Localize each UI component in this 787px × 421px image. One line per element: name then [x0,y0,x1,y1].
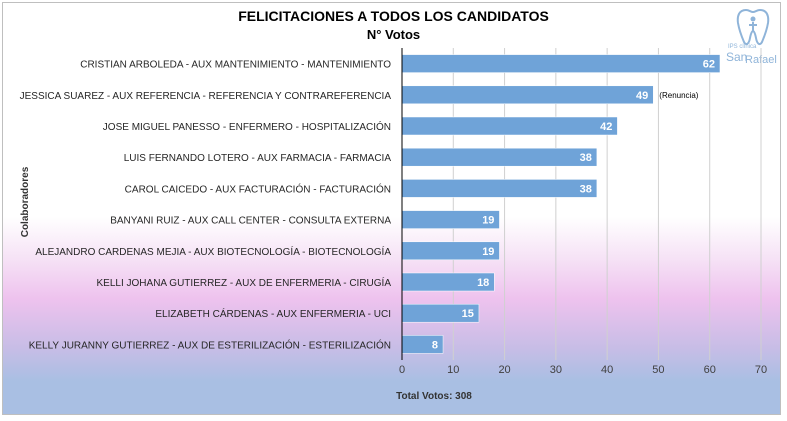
logo-line2: San [726,50,748,64]
data-label: 15 [462,308,474,320]
tooth-logo-icon [736,8,770,46]
data-label: 18 [477,277,489,289]
logo-line1: IPS clínica [728,44,757,50]
category-label: KELLY JURANNY GUTIERREZ - AUX DE ESTERIL… [29,338,391,351]
category-label: JESSICA SUAREZ - AUX REFERENCIA - REFERE… [20,91,392,102]
x-axis-label: Total Votos: 308 [396,391,472,402]
clinic-logo: IPS clínica San Rafael [724,4,782,66]
data-label: 49 [636,90,648,102]
data-label: 62 [703,59,715,71]
category-label: BANYANI RUIZ - AUX CALL CENTER - CONSULT… [110,216,391,227]
x-tick-label: 0 [399,364,405,376]
y-axis-label: Colaboradores [20,166,31,237]
x-tick-label: 40 [601,364,613,376]
category-label: CRISTIAN ARBOLEDA - AUX MANTENIMIENTO - … [80,60,391,71]
x-tick-label: 20 [498,364,510,376]
chart-title: FELICITACIONES A TODOS LOS CANDIDATOS [238,8,549,24]
category-label: CAROL CAICEDO - AUX FACTURACIÓN - FACTUR… [125,182,391,195]
data-label: 38 [580,152,592,164]
data-label: 8 [432,339,438,351]
bar [401,54,721,73]
x-tick-label: 30 [550,364,562,376]
bar [401,179,598,198]
data-label: 19 [482,215,494,227]
x-tick-label: 70 [755,364,767,376]
category-label: JOSE MIGUEL PANESSO - ENFERMERO - HOSPIT… [103,120,391,133]
data-label: 42 [600,121,612,133]
category-label: ALEJANDRO CARDENAS MEJIA - AUX BIOTECNOL… [35,245,391,258]
category-label: KELLI JOHANA GUTIERREZ - AUX DE ENFERMER… [97,276,392,289]
chart-subtitle: N° Votos [366,27,421,42]
x-tick-label: 60 [704,364,716,376]
data-label: 19 [482,246,494,258]
x-tick-label: 10 [447,364,459,376]
x-tick-label: 50 [652,364,664,376]
data-label: 38 [580,183,592,195]
bar [401,85,654,105]
bar-annotation: (Renuncia) [659,91,698,100]
category-label: LUIS FERNANDO LOTERO - AUX FARMACIA - FA… [124,153,392,164]
bar [401,147,598,167]
bar [401,116,618,136]
category-label: ELIZABETH CÁRDENAS - AUX ENFERMERIA - UC… [155,307,391,320]
